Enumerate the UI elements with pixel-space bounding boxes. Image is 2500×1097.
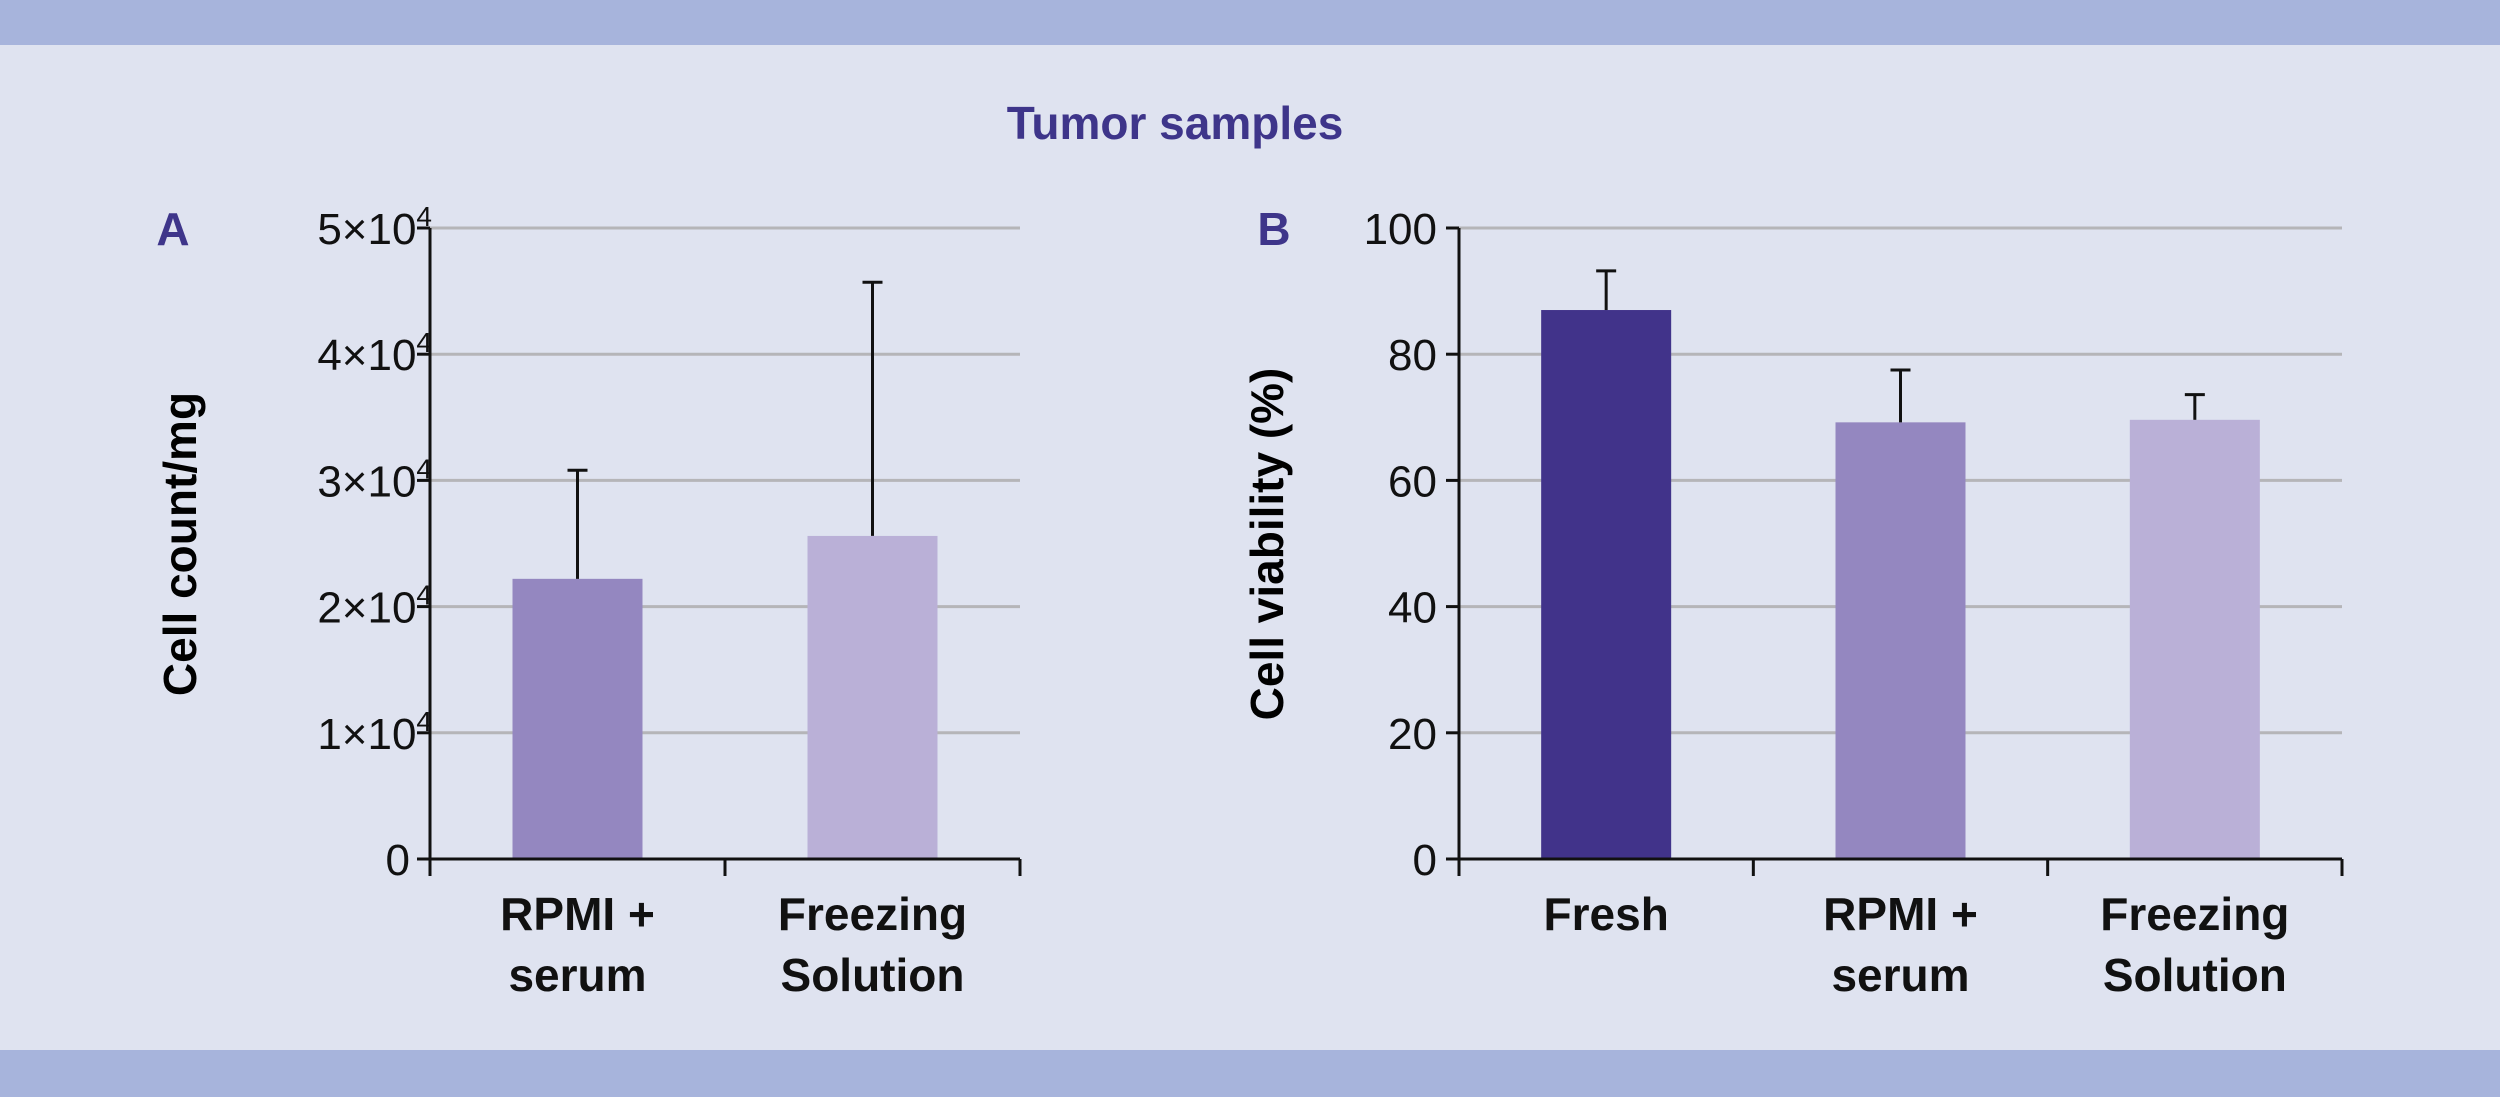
bar-a-0 xyxy=(512,578,643,859)
chart-b-ylabel: Cell viability (%) xyxy=(1241,368,1293,721)
y-tick-label-b-2: 40 xyxy=(1388,584,1437,633)
figure-title: Tumor samples xyxy=(1007,97,1344,149)
y-tick-label-a-5: 5×104 xyxy=(317,201,432,254)
x-label-b-2-line2: Solution xyxy=(2103,949,2287,1001)
figure-area: Tumor samples A Cell count/mg 0 1×104 2×10… xyxy=(0,45,2500,1050)
bar-b-1 xyxy=(1835,422,1966,859)
bar-a-1 xyxy=(807,535,938,859)
x-label-a-1-line1: Freezing xyxy=(778,888,967,940)
figure-svg: Tumor samples A Cell count/mg 0 1×104 2×10… xyxy=(154,97,2344,1001)
y-tick-label-a-2: 2×104 xyxy=(317,580,432,633)
chart-a-ylabel: Cell count/mg xyxy=(154,392,206,696)
y-tick-label-a-1: 1×104 xyxy=(317,706,432,759)
y-tick-label-a-3: 3×104 xyxy=(317,453,432,506)
bar-b-0 xyxy=(1541,310,1672,859)
x-label-b-1-line1: RPMI + xyxy=(1823,888,1978,940)
x-label-b-0-line1: Fresh xyxy=(1544,888,1669,940)
x-label-a-1-line2: Solution xyxy=(781,949,965,1001)
y-tick-label-b-0: 0 xyxy=(1413,836,1437,885)
top-banner xyxy=(0,0,2500,45)
y-tick-label-b-3: 60 xyxy=(1388,457,1437,506)
x-label-a-0-line1: RPMI + xyxy=(500,888,655,940)
y-tick-label-a-4: 4×104 xyxy=(317,327,432,380)
y-tick-label-b-4: 80 xyxy=(1388,331,1437,380)
y-tick-label-a-0: 0 xyxy=(386,836,410,885)
x-label-b-1-line2: serum xyxy=(1831,949,1969,1001)
x-label-a-0-line2: serum xyxy=(508,949,646,1001)
y-tick-label-b-5: 100 xyxy=(1364,205,1437,254)
bottom-banner xyxy=(0,1050,2500,1097)
chart-b-cell-viability: B Cell viability (%) 0 20 40 60 80 100 Fresh R… xyxy=(1241,203,2344,1001)
bar-b-2 xyxy=(2129,419,2260,859)
panel-label-a: A xyxy=(156,203,189,255)
y-tick-label-b-1: 20 xyxy=(1388,710,1437,759)
x-label-b-2-line1: Freezing xyxy=(2100,888,2289,940)
panel-label-b: B xyxy=(1257,203,1290,255)
chart-a-cell-count: A Cell count/mg 0 1×104 2×104 3×104 4×104 5×1… xyxy=(154,201,1022,1001)
